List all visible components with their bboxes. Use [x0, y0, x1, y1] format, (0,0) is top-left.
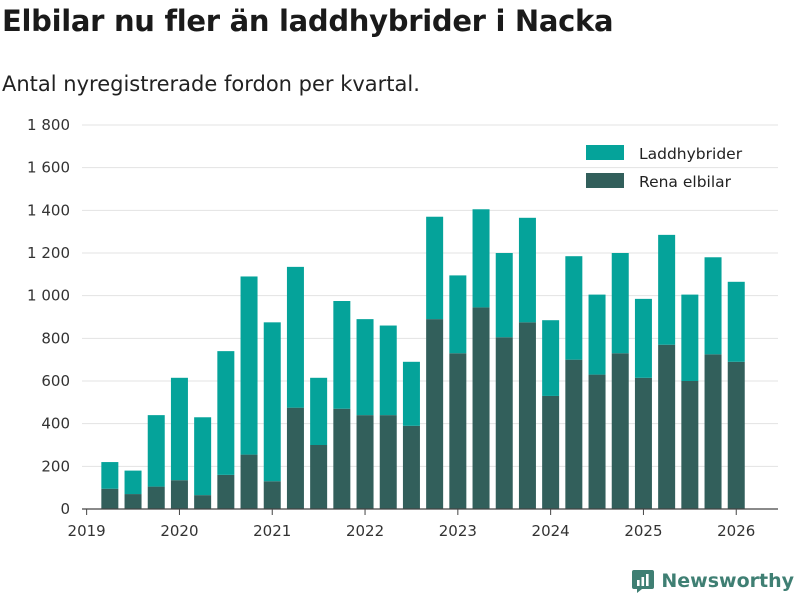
- legend-swatch-rena-elbilar: [586, 173, 624, 188]
- newsworthy-logo: Newsworthy: [631, 568, 794, 594]
- bar-rena-elbilar: [565, 359, 583, 509]
- bar-rena-elbilar: [634, 377, 652, 509]
- bar-laddhybrider: [565, 256, 583, 360]
- bar-laddhybrider: [101, 462, 119, 489]
- bar-rena-elbilar: [286, 407, 304, 509]
- bar-rena-elbilar: [124, 494, 142, 509]
- x-tick-label: 2026: [717, 522, 755, 540]
- legend-swatch-laddhybrider: [586, 145, 624, 160]
- y-tick-label: 800: [41, 329, 70, 347]
- y-tick-label: 1 600: [27, 159, 70, 177]
- bar-laddhybrider: [588, 294, 606, 375]
- bar-laddhybrider: [194, 417, 212, 496]
- bar-laddhybrider: [124, 470, 142, 495]
- bar-rena-elbilar: [727, 361, 745, 509]
- y-tick-label: 400: [41, 415, 70, 433]
- bar-rena-elbilar: [704, 354, 722, 509]
- bar-rena-elbilar: [542, 395, 560, 509]
- newsworthy-icon: [632, 570, 655, 593]
- bar-rena-elbilar: [379, 415, 397, 509]
- bar-rena-elbilar: [681, 381, 699, 509]
- bar-laddhybrider: [310, 377, 328, 445]
- x-tick-label: 2021: [253, 522, 291, 540]
- y-tick-label: 1 800: [27, 116, 70, 134]
- brand-name: Newsworthy: [661, 570, 794, 592]
- bar-laddhybrider: [379, 325, 397, 416]
- x-tick-label: 2022: [346, 522, 384, 540]
- bar-laddhybrider: [263, 322, 281, 482]
- bar-rena-elbilar: [217, 474, 235, 509]
- bar-rena-elbilar: [402, 425, 420, 509]
- y-tick-label: 1 400: [27, 201, 70, 219]
- x-tick-label: 2019: [68, 522, 106, 540]
- bar-rena-elbilar: [170, 480, 188, 509]
- bar-rena-elbilar: [449, 353, 467, 509]
- bar-laddhybrider: [727, 281, 745, 362]
- bar-laddhybrider: [356, 319, 374, 416]
- bar-rena-elbilar: [263, 481, 281, 509]
- bar-rena-elbilar: [658, 344, 676, 509]
- x-tick-label: 2024: [532, 522, 570, 540]
- y-tick-label: 200: [41, 457, 70, 475]
- y-tick-label: 600: [41, 372, 70, 390]
- y-tick-label: 1 000: [27, 287, 70, 305]
- x-tick-label: 2020: [160, 522, 198, 540]
- bar-rena-elbilar: [240, 454, 258, 509]
- bar-laddhybrider: [472, 209, 490, 308]
- y-tick-label: 0: [60, 500, 70, 518]
- chart-title: Elbilar nu fler än laddhybrider i Nacka: [2, 4, 614, 38]
- bar-rena-elbilar: [310, 445, 328, 509]
- bar-rena-elbilar: [495, 337, 513, 509]
- bar-laddhybrider: [333, 301, 351, 409]
- axes: 0 200 400 600 800 1 000 1 200 1 400 1 600 1 800 20…: [27, 116, 778, 540]
- bar-laddhybrider: [611, 253, 629, 354]
- y-tick-label: 1 200: [27, 244, 70, 262]
- bar-rena-elbilar: [101, 488, 119, 509]
- bar-rena-elbilar: [588, 374, 606, 509]
- bar-laddhybrider: [217, 351, 235, 475]
- bar-laddhybrider: [402, 361, 420, 426]
- chart-subtitle: Antal nyregistrerade fordon per kvartal.: [2, 72, 420, 96]
- bar-laddhybrider: [704, 257, 722, 355]
- bar-laddhybrider: [542, 320, 560, 396]
- bar-laddhybrider: [240, 276, 258, 455]
- legend-label-laddhybrider: Laddhybrider: [639, 145, 743, 163]
- bar-laddhybrider: [147, 415, 165, 487]
- bar-rena-elbilar: [194, 495, 212, 509]
- bar-rena-elbilar: [611, 353, 629, 509]
- bar-laddhybrider: [170, 377, 188, 481]
- bar-rena-elbilar: [472, 307, 490, 509]
- bar-laddhybrider: [426, 216, 444, 320]
- bar-laddhybrider: [518, 217, 536, 323]
- bar-laddhybrider: [495, 253, 513, 338]
- bar-rena-elbilar: [333, 408, 351, 509]
- legend: Laddhybrider Rena elbilar: [586, 145, 743, 191]
- bar-rena-elbilar: [356, 415, 374, 509]
- bar-rena-elbilar: [147, 486, 165, 509]
- bars: [101, 209, 745, 509]
- bar-rena-elbilar: [426, 319, 444, 509]
- legend-label-rena-elbilar: Rena elbilar: [639, 173, 732, 191]
- x-tick-label: 2025: [624, 522, 662, 540]
- bar-laddhybrider: [449, 275, 467, 354]
- x-tick-label: 2023: [439, 522, 477, 540]
- bar-rena-elbilar: [518, 322, 536, 509]
- bar-laddhybrider: [681, 294, 699, 381]
- bar-laddhybrider: [634, 298, 652, 378]
- bar-laddhybrider: [658, 234, 676, 345]
- bar-laddhybrider: [286, 266, 304, 408]
